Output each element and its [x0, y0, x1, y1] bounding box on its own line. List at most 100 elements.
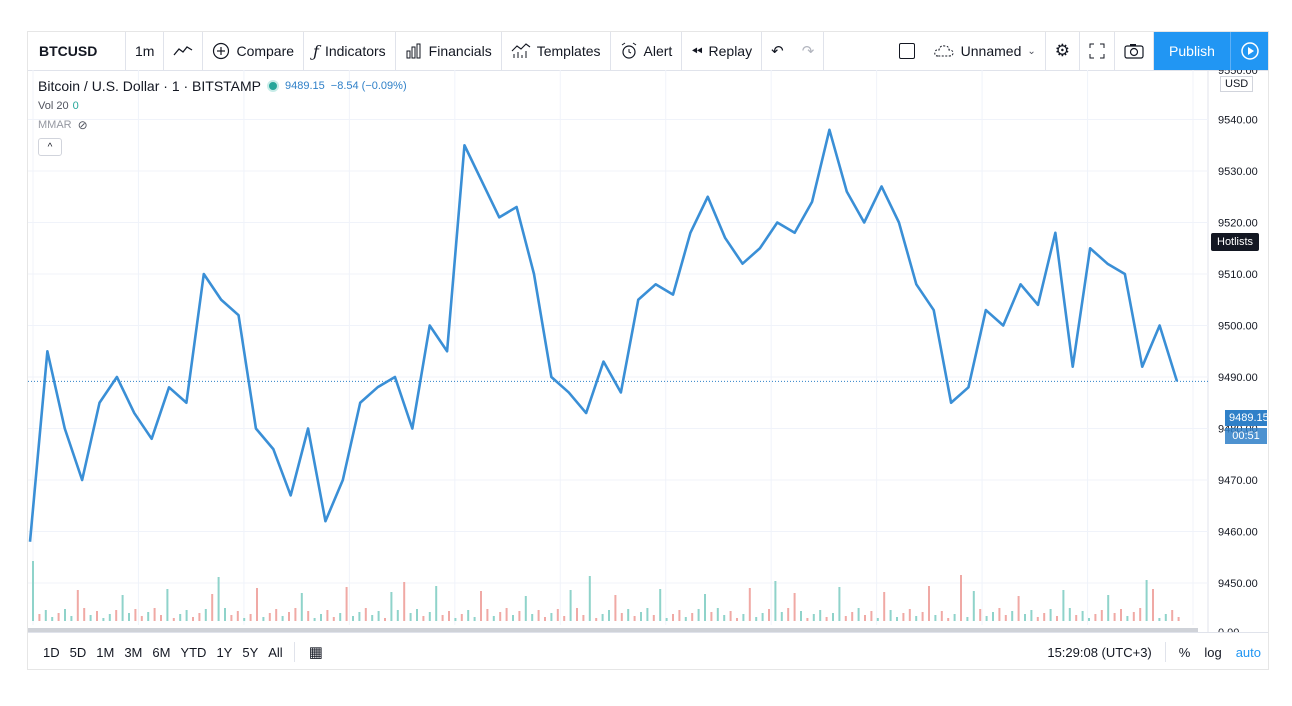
volume-bar — [428, 612, 431, 621]
goto-date-icon[interactable]: ▦ — [308, 644, 323, 661]
settings-button[interactable]: ⚙ — [1046, 32, 1080, 70]
eye-hidden-icon[interactable]: ⊘ — [77, 118, 88, 132]
replay-label: Replay — [708, 43, 753, 59]
hotlists-tab[interactable]: Hotlists — [1211, 233, 1260, 251]
volume-bar — [352, 616, 354, 621]
range-button-5y[interactable]: 5Y — [242, 644, 259, 660]
volume-bar — [915, 616, 918, 621]
volume-bar — [153, 608, 156, 621]
volume-bar — [1011, 611, 1014, 621]
volume-bar — [595, 618, 598, 621]
range-button-all[interactable]: All — [268, 644, 283, 660]
volume-bar — [441, 615, 444, 621]
volume-legend[interactable]: Vol 20 0 — [38, 100, 407, 112]
interval-button[interactable]: 1m — [126, 32, 165, 70]
volume-bar — [800, 611, 802, 621]
auto-scale-toggle[interactable]: auto — [1235, 644, 1261, 660]
range-button-5d[interactable]: 5D — [69, 644, 87, 660]
volume-bar — [403, 582, 406, 621]
volume-bar — [684, 617, 687, 621]
volume-bar — [979, 609, 982, 621]
snapshot-button[interactable] — [1115, 32, 1154, 70]
alert-button[interactable]: Alert — [611, 32, 683, 70]
y-tick-label: 9450.00 — [1218, 578, 1258, 590]
redo-button[interactable]: ↷ — [793, 32, 825, 70]
price-series-line[interactable] — [28, 128, 1179, 542]
compare-label: Compare — [236, 43, 295, 59]
volume-bar — [608, 610, 610, 621]
fullscreen-mode-button[interactable] — [890, 32, 924, 70]
volume-bar — [467, 610, 470, 621]
volume-bar — [128, 613, 130, 621]
date-range-group: 1D 5D 1M 3M 6M YTD 1Y 5Y All — [38, 645, 288, 660]
volume-bar — [838, 587, 841, 621]
redo-icon: ↷ — [801, 43, 815, 60]
range-button-ytd[interactable]: YTD — [180, 644, 207, 660]
range-button-3m[interactable]: 3M — [124, 644, 143, 660]
volume-bar — [38, 614, 41, 621]
volume-bar — [51, 617, 54, 621]
volume-bar — [780, 612, 783, 621]
chart-area[interactable]: 9450.009460.009470.009480.009490.009500.… — [28, 70, 1269, 632]
legend-last-price: 9489.15 — [285, 80, 325, 92]
y-tick-label: 9510.00 — [1218, 269, 1258, 281]
fullscreen-button[interactable] — [1080, 32, 1115, 70]
templates-label: Templates — [536, 43, 601, 59]
volume-bar — [537, 610, 540, 621]
volume-bar — [620, 613, 623, 621]
volume-bar — [211, 594, 214, 621]
range-button-1m[interactable]: 1M — [96, 644, 115, 660]
symbol-search-button[interactable]: BTCUSD — [28, 32, 126, 70]
volume-bar — [89, 615, 92, 621]
replay-button[interactable]: ⏪︎ Replay — [682, 32, 763, 70]
volume-bar — [940, 611, 943, 621]
undo-button[interactable]: ↶ — [762, 32, 793, 70]
volume-bar — [576, 608, 578, 621]
range-button-6m[interactable]: 6M — [152, 644, 171, 660]
collapse-legend-button[interactable]: ^ — [38, 138, 62, 156]
volume-bar — [1081, 611, 1084, 621]
cloud-icon — [933, 43, 955, 59]
publish-button[interactable]: Publish — [1154, 32, 1230, 70]
range-button-1d[interactable]: 1D — [43, 644, 60, 660]
financials-button[interactable]: Financials — [396, 32, 502, 70]
y-tick-label: 9470.00 — [1218, 475, 1258, 487]
indicators-button[interactable]: ƒ Indicators — [304, 32, 396, 70]
volume-bar — [396, 610, 399, 621]
compare-button[interactable]: Compare — [203, 32, 305, 70]
market-status-dot — [267, 80, 280, 92]
volume-bar — [486, 609, 489, 621]
indicators-label: Indicators — [324, 43, 386, 59]
log-toggle[interactable]: log — [1204, 644, 1222, 660]
price-chart[interactable]: 9450.009460.009470.009480.009490.009500.… — [28, 70, 1268, 632]
templates-button[interactable]: Templates — [502, 32, 611, 70]
layout-menu-button[interactable]: Unnamed ⌄ — [924, 32, 1046, 70]
volume-bar — [691, 613, 694, 621]
volume-bar — [1030, 610, 1033, 621]
bar-countdown: 00:51 — [1225, 428, 1267, 444]
volume-bar — [723, 615, 726, 621]
chart-style-button[interactable] — [164, 32, 204, 70]
volume-bar — [339, 613, 342, 621]
mmar-legend[interactable]: MMAR ⊘ — [38, 118, 407, 132]
range-button-1y[interactable]: 1Y — [216, 644, 233, 660]
volume-bar — [601, 614, 604, 621]
clock[interactable]: 15:29:08 (UTC+3) — [1047, 644, 1152, 660]
volume-bar — [582, 615, 585, 621]
undo-icon: ↶ — [771, 43, 784, 60]
volume-bar — [729, 611, 732, 621]
volume-bar — [652, 615, 655, 621]
volume-bar — [812, 614, 815, 621]
currency-label[interactable]: USD — [1220, 76, 1254, 92]
percent-toggle[interactable]: % — [1178, 644, 1191, 660]
volume-bar — [76, 590, 79, 621]
volume-bar — [755, 617, 758, 621]
volume-bar — [678, 610, 681, 621]
play-button[interactable] — [1230, 32, 1268, 70]
volume-value: 0 — [72, 100, 79, 112]
last-price-tag: 9489.15 — [1225, 410, 1269, 426]
volume-bar — [345, 587, 348, 621]
volume-bar — [544, 617, 546, 621]
volume-bar — [1126, 616, 1129, 621]
publish-label: Publish — [1169, 43, 1215, 59]
